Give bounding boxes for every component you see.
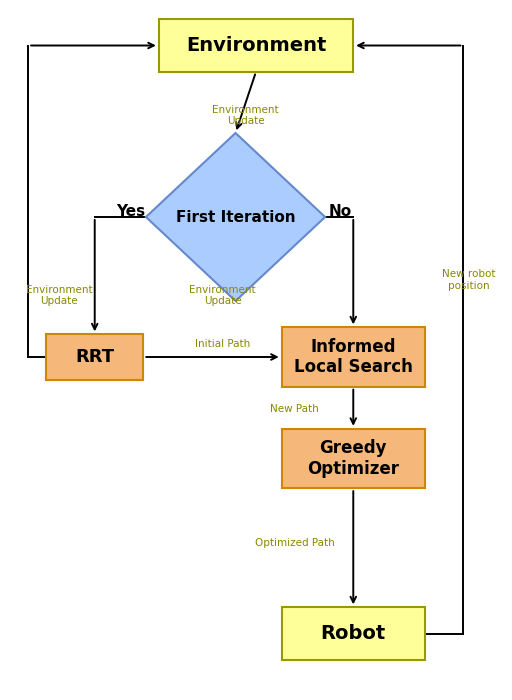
FancyBboxPatch shape xyxy=(46,335,143,379)
Text: Robot: Robot xyxy=(321,624,386,643)
FancyBboxPatch shape xyxy=(282,328,425,386)
Text: Greedy
Optimizer: Greedy Optimizer xyxy=(307,439,399,478)
FancyBboxPatch shape xyxy=(282,428,425,489)
FancyBboxPatch shape xyxy=(282,607,425,659)
Polygon shape xyxy=(146,133,325,301)
Text: Environment: Environment xyxy=(186,36,326,55)
Text: No: No xyxy=(329,204,352,219)
Text: Yes: Yes xyxy=(116,204,145,219)
Text: Informed
Local Search: Informed Local Search xyxy=(294,337,413,377)
Text: Environment
Update: Environment Update xyxy=(26,285,92,306)
Text: RRT: RRT xyxy=(75,348,114,366)
Text: Initial Path: Initial Path xyxy=(195,340,250,349)
Text: Environment
Update: Environment Update xyxy=(189,285,256,306)
Text: First Iteration: First Iteration xyxy=(176,209,295,225)
FancyBboxPatch shape xyxy=(159,19,353,72)
Text: Optimized Path: Optimized Path xyxy=(254,538,334,547)
Text: New Path: New Path xyxy=(270,405,319,414)
Text: New robot
position: New robot position xyxy=(442,270,495,290)
Text: Environment
Update: Environment Update xyxy=(212,105,279,126)
